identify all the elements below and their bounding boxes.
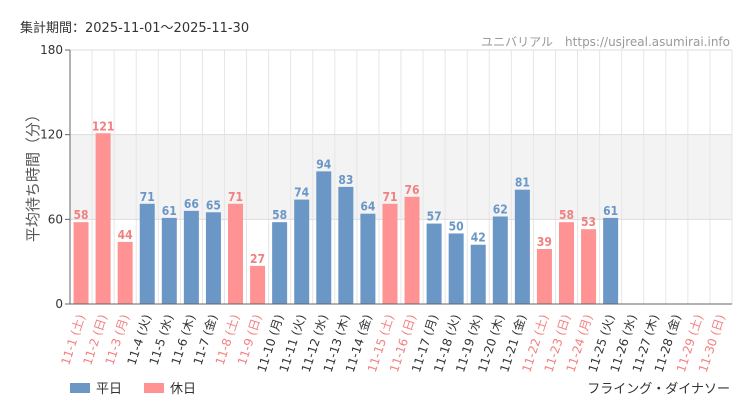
bar [228, 203, 243, 304]
bar-value-label: 76 [405, 183, 420, 197]
legend-label-weekday: 平日 [96, 382, 123, 397]
bar [73, 222, 89, 304]
bar [250, 265, 266, 304]
y-tick-label: 60 [48, 212, 63, 226]
y-tick-label: 0 [55, 297, 63, 311]
bar-value-label: 65 [206, 198, 221, 212]
bar [492, 216, 508, 304]
bar-value-label: 66 [184, 197, 199, 211]
bar [603, 217, 619, 304]
bar [581, 229, 597, 304]
bar-value-label: 61 [603, 204, 618, 218]
bar [294, 199, 310, 304]
bar-value-label: 58 [74, 208, 89, 222]
bar [95, 133, 111, 304]
bar-value-label: 71 [140, 190, 155, 204]
bar-value-label: 94 [316, 157, 332, 171]
bar-value-label: 74 [294, 186, 310, 200]
bar [559, 222, 574, 304]
bar-value-label: 42 [471, 231, 486, 245]
holiday-swatch [144, 382, 165, 393]
bar-value-label: 62 [493, 203, 508, 217]
chart-legend: 平日 休日 [70, 378, 196, 397]
y-tick-label: 120 [40, 128, 63, 142]
site-credit: ユニバリアル https://usjreal.asumirai.info [481, 35, 730, 49]
legend-item-holiday: 休日 [144, 378, 196, 397]
bar-value-label: 61 [162, 204, 177, 218]
bar [205, 212, 221, 304]
bar-value-label: 121 [92, 119, 115, 133]
bar-value-label: 64 [360, 200, 376, 214]
bar [514, 189, 530, 304]
bar [338, 186, 354, 304]
bar [139, 203, 155, 304]
bar-value-label: 71 [228, 190, 243, 204]
bar-value-label: 44 [118, 228, 134, 242]
bar [183, 210, 199, 304]
bar [404, 196, 420, 304]
bar-value-label: 58 [272, 208, 287, 222]
bar [426, 223, 442, 304]
collection-period: 集計期間：2025-11-01～2025-11-30 [20, 21, 250, 36]
bar-value-label: 53 [581, 215, 596, 229]
bar [316, 171, 332, 304]
bar [536, 248, 552, 304]
weekday-swatch [70, 382, 90, 393]
attraction-name: フライング・ダイナソー [587, 382, 730, 397]
bar [382, 203, 398, 304]
bar-value-label: 71 [382, 190, 397, 204]
y-tick-label: 180 [40, 43, 63, 57]
bar-value-label: 83 [338, 173, 353, 187]
bar [360, 213, 376, 304]
legend-item-weekday: 平日 [70, 378, 122, 397]
bar [470, 244, 486, 304]
bar [117, 241, 133, 304]
bar-value-label: 81 [515, 176, 530, 190]
bar [161, 217, 177, 304]
bar-value-label: 39 [537, 235, 552, 249]
bar [272, 222, 288, 304]
bar-value-label: 58 [559, 208, 574, 222]
bar-value-label: 27 [250, 252, 265, 266]
bar-value-label: 57 [427, 210, 442, 224]
bar-value-label: 50 [449, 219, 464, 233]
legend-label-holiday: 休日 [170, 382, 197, 397]
bar [448, 233, 464, 304]
